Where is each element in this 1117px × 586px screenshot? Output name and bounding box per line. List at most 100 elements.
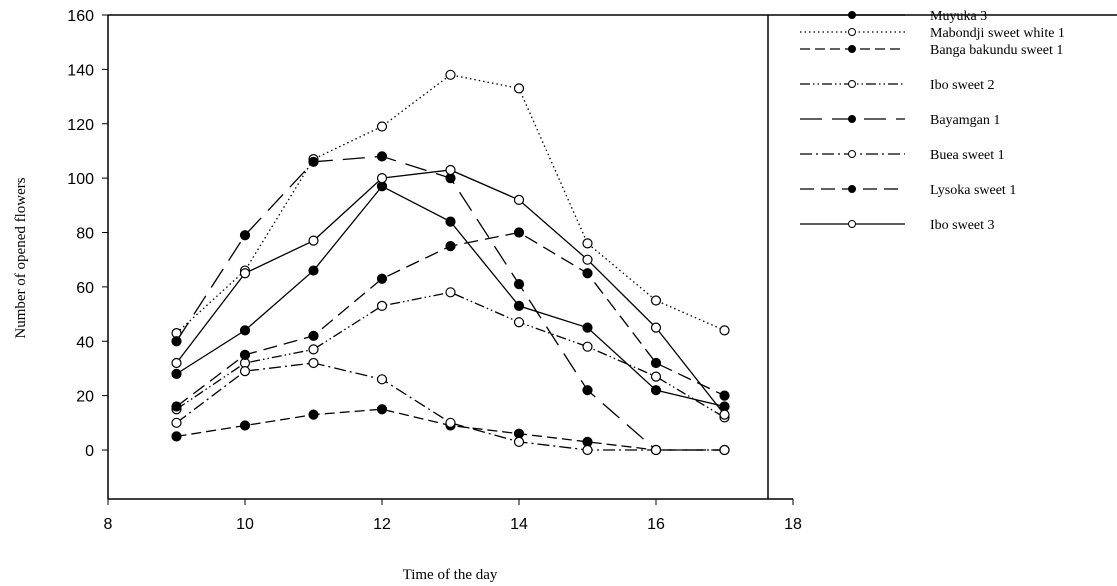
data-point — [308, 409, 319, 420]
data-point — [719, 390, 730, 401]
legend-label: Lysoka sweet 1 — [930, 183, 1016, 198]
data-point — [308, 330, 319, 341]
data-point — [582, 444, 593, 456]
series-bayamgan-1 — [171, 151, 730, 456]
data-point — [513, 436, 525, 447]
series-ibo-sweet-3 — [171, 164, 730, 420]
legend-marker — [848, 220, 856, 228]
legend-marker — [848, 115, 856, 123]
data-point — [582, 238, 593, 249]
data-point — [239, 268, 251, 279]
y-tick-label: 140 — [67, 62, 94, 79]
y-tick-label: 20 — [76, 389, 94, 406]
legend-label: Mabondji sweet white 1 — [930, 26, 1065, 41]
legend-label: Ibo sweet 2 — [930, 78, 995, 93]
data-point — [650, 371, 662, 382]
data-point — [171, 431, 182, 442]
data-point — [445, 287, 456, 298]
y-tick-label: 120 — [67, 117, 94, 134]
legend-label: Buea sweet 1 — [930, 148, 1005, 163]
y-tick-label: 160 — [67, 8, 94, 25]
x-tick-label: 10 — [236, 516, 254, 533]
data-point — [239, 420, 251, 431]
series-line — [175, 155, 725, 451]
data-point — [171, 336, 182, 347]
data-point — [308, 357, 319, 369]
series-line — [176, 231, 725, 408]
data-point — [582, 268, 593, 279]
data-point — [239, 325, 251, 336]
data-point — [582, 254, 593, 265]
data-point — [582, 322, 593, 333]
series-mabondji-sweet-white-1 — [171, 69, 730, 339]
data-point — [308, 265, 319, 276]
series-ibo-sweet-2 — [171, 287, 730, 423]
y-tick-label: 40 — [76, 334, 94, 351]
x-axis-label: Time of the day — [403, 567, 498, 583]
data-point — [445, 417, 456, 428]
data-point — [239, 230, 251, 241]
x-tick-label: 14 — [510, 516, 528, 533]
legend-label: Banga bakundu sweet 1 — [930, 43, 1063, 58]
data-point — [513, 83, 525, 94]
legend-marker — [848, 45, 856, 53]
data-point — [376, 121, 388, 132]
data-point — [445, 69, 456, 80]
data-point — [650, 295, 662, 306]
series-line — [176, 74, 725, 334]
y-tick-label: 100 — [67, 171, 94, 188]
data-point — [376, 173, 388, 184]
x-tick-label: 18 — [784, 516, 802, 533]
data-point — [308, 235, 319, 246]
y-tick-label: 80 — [76, 226, 94, 243]
data-point — [719, 325, 730, 336]
data-point — [376, 151, 388, 162]
data-point — [445, 216, 456, 227]
series-line — [176, 362, 725, 451]
x-tick-label: 12 — [373, 516, 391, 533]
data-point — [582, 385, 593, 396]
data-point — [719, 444, 730, 456]
data-point — [376, 300, 388, 312]
legend-label: Muyuka 3 — [930, 9, 987, 24]
legend-label: Bayamgan 1 — [930, 113, 1000, 128]
data-point — [171, 417, 182, 428]
data-point — [513, 279, 525, 290]
series-line — [176, 291, 725, 418]
series-lysoka-sweet-1 — [171, 227, 730, 412]
legend-marker — [848, 28, 856, 36]
y-tick-label: 60 — [76, 280, 94, 297]
axes: 8 10 12 14 16 18 0 20 40 60 80 100 120 140 160 — [67, 8, 1117, 533]
data-point — [445, 240, 456, 252]
series-muyuka-3 — [171, 181, 730, 412]
data-point — [171, 401, 182, 412]
legend: Muyuka 3 Mabondji sweet white 1 Banga baku… — [800, 9, 1065, 233]
data-point — [650, 357, 662, 369]
data-point — [650, 444, 662, 456]
data-point — [650, 322, 662, 333]
y-axis-label: Number of opened flowers — [13, 177, 29, 338]
data-point — [171, 368, 182, 379]
x-tick-label: 16 — [647, 516, 665, 533]
series-banga-bakundu-sweet-1 — [171, 404, 730, 456]
data-point — [719, 409, 730, 420]
data-point — [582, 341, 593, 352]
data-point — [445, 164, 456, 176]
x-tick-label: 8 — [104, 516, 113, 533]
data-point — [513, 227, 525, 238]
data-point — [376, 404, 388, 415]
legend-marker — [848, 11, 856, 19]
legend-marker — [848, 80, 856, 88]
data-point — [308, 344, 319, 355]
data-point — [376, 273, 388, 284]
data-point — [513, 194, 525, 205]
legend-marker — [848, 185, 856, 193]
data-point — [513, 300, 525, 312]
legend-label: Ibo sweet 3 — [930, 218, 995, 233]
data-point — [171, 357, 182, 369]
data-point — [376, 374, 388, 385]
data-point — [513, 317, 525, 328]
data-point — [239, 349, 251, 360]
series-buea-sweet-1 — [171, 357, 730, 456]
